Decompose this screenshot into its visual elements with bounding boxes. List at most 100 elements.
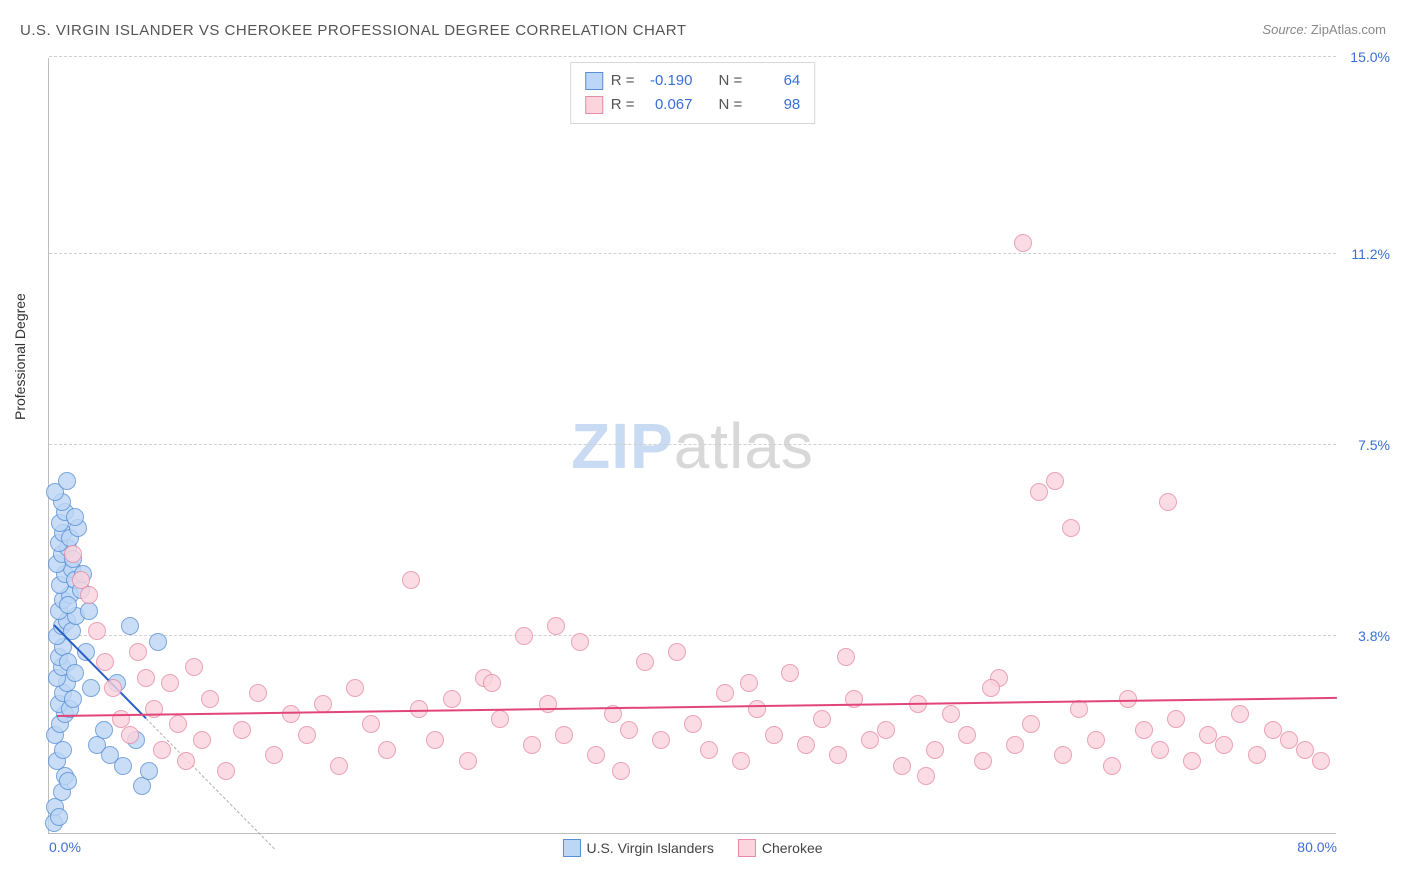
data-point: [378, 741, 396, 759]
r-value: 0.067: [643, 93, 693, 117]
data-point: [443, 690, 461, 708]
data-point: [80, 602, 98, 620]
data-point: [96, 653, 114, 671]
data-point: [282, 705, 300, 723]
y-axis-label: Professional Degree: [12, 293, 28, 420]
data-point: [140, 762, 158, 780]
data-point: [402, 571, 420, 589]
data-point: [59, 596, 77, 614]
data-point: [59, 772, 77, 790]
data-point: [217, 762, 235, 780]
data-point: [104, 679, 122, 697]
data-point: [121, 617, 139, 635]
data-point: [1296, 741, 1314, 759]
source-credit: Source: ZipAtlas.com: [1262, 22, 1386, 37]
data-point: [555, 726, 573, 744]
n-label: N =: [719, 93, 743, 117]
legend-item: Cherokee: [738, 839, 823, 857]
data-point: [620, 721, 638, 739]
data-point: [346, 679, 364, 697]
data-point: [1231, 705, 1249, 723]
x-tick-label: 80.0%: [1297, 839, 1337, 855]
r-label: R =: [611, 93, 635, 117]
data-point: [133, 777, 151, 795]
y-tick-label: 3.8%: [1358, 628, 1390, 644]
data-point: [426, 731, 444, 749]
data-point: [740, 674, 758, 692]
data-point: [668, 643, 686, 661]
data-point: [50, 808, 68, 826]
data-point: [185, 658, 203, 676]
chart-plot-area: ZIPatlas R = -0.190 N = 64 R = 0.067 N =…: [48, 58, 1336, 834]
data-point: [64, 690, 82, 708]
n-label: N =: [719, 69, 743, 93]
data-point: [66, 508, 84, 526]
data-point: [161, 674, 179, 692]
data-point: [1215, 736, 1233, 754]
data-point: [958, 726, 976, 744]
data-point: [491, 710, 509, 728]
data-point: [64, 545, 82, 563]
data-point: [700, 741, 718, 759]
data-point: [1280, 731, 1298, 749]
data-point: [233, 721, 251, 739]
data-point: [58, 472, 76, 490]
data-point: [781, 664, 799, 682]
data-point: [1046, 472, 1064, 490]
data-point: [114, 757, 132, 775]
legend-swatch: [585, 72, 603, 90]
legend-swatch: [585, 96, 603, 114]
data-point: [298, 726, 316, 744]
data-point: [1119, 690, 1137, 708]
gridline: [49, 444, 1336, 445]
data-point: [1062, 519, 1080, 537]
data-point: [1103, 757, 1121, 775]
data-point: [249, 684, 267, 702]
data-point: [813, 710, 831, 728]
data-point: [1054, 746, 1072, 764]
gridline: [49, 253, 1336, 254]
data-point: [1248, 746, 1266, 764]
data-point: [169, 715, 187, 733]
data-point: [459, 752, 477, 770]
data-point: [88, 622, 106, 640]
data-point: [612, 762, 630, 780]
r-value: -0.190: [643, 69, 693, 93]
data-point: [587, 746, 605, 764]
data-point: [974, 752, 992, 770]
watermark: ZIPatlas: [571, 409, 814, 483]
data-point: [483, 674, 501, 692]
data-point: [765, 726, 783, 744]
data-point: [547, 617, 565, 635]
data-point: [265, 746, 283, 764]
data-point: [797, 736, 815, 754]
data-point: [748, 700, 766, 718]
data-point: [716, 684, 734, 702]
y-tick-label: 7.5%: [1358, 437, 1390, 453]
data-point: [82, 679, 100, 697]
data-point: [95, 721, 113, 739]
data-point: [652, 731, 670, 749]
legend-label: Cherokee: [762, 840, 823, 856]
data-point: [330, 757, 348, 775]
data-point: [917, 767, 935, 785]
data-point: [137, 669, 155, 687]
data-point: [732, 752, 750, 770]
data-point: [877, 721, 895, 739]
data-point: [1159, 493, 1177, 511]
x-tick-label: 0.0%: [49, 839, 81, 855]
data-point: [523, 736, 541, 754]
y-tick-label: 15.0%: [1350, 49, 1390, 65]
data-point: [1199, 726, 1217, 744]
data-point: [153, 741, 171, 759]
data-point: [177, 752, 195, 770]
data-point: [129, 643, 147, 661]
gridline: [49, 56, 1336, 57]
data-point: [571, 633, 589, 651]
n-value: 98: [750, 93, 800, 117]
data-point: [201, 690, 219, 708]
data-point: [1030, 483, 1048, 501]
data-point: [1135, 721, 1153, 739]
y-tick-label: 11.2%: [1351, 246, 1390, 262]
data-point: [942, 705, 960, 723]
